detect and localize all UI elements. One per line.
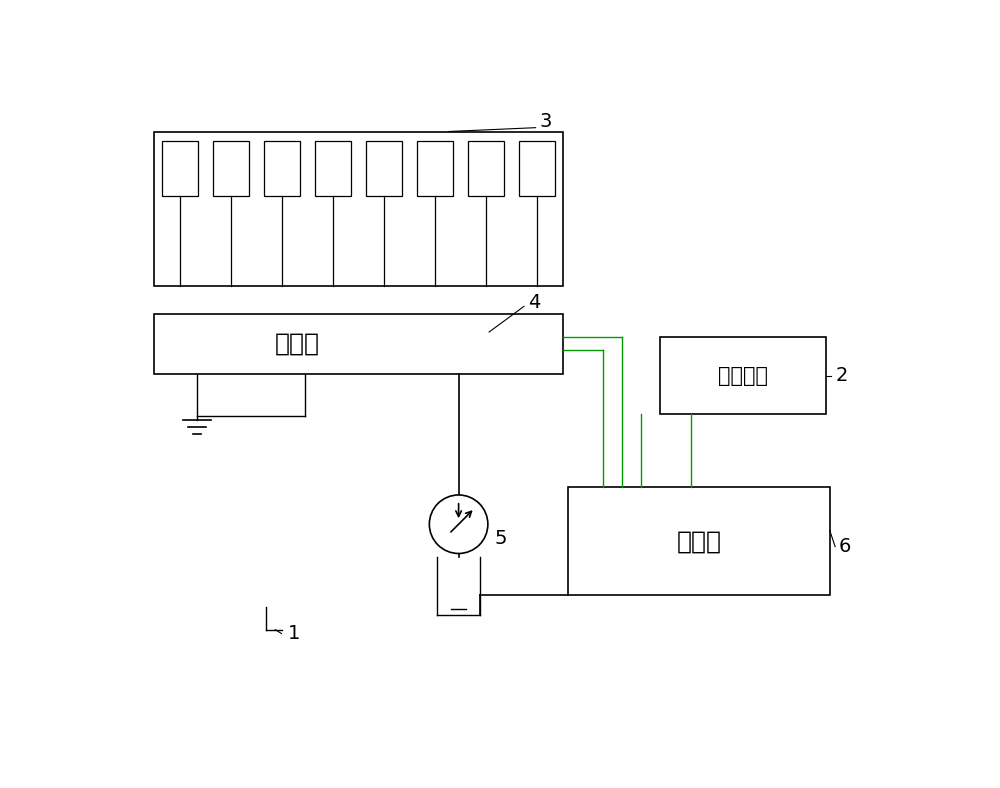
Circle shape: [429, 495, 488, 553]
Bar: [154, 132, 563, 285]
Bar: [468, 141, 504, 196]
Text: 5: 5: [494, 530, 507, 548]
Text: 2: 2: [835, 366, 848, 385]
Bar: [366, 141, 402, 196]
Bar: [154, 314, 563, 374]
Bar: [315, 141, 351, 196]
Bar: [213, 141, 249, 196]
Text: 3: 3: [539, 112, 552, 131]
Bar: [660, 337, 826, 414]
Bar: [264, 141, 300, 196]
Text: 6: 6: [839, 537, 851, 556]
Text: 多路阀: 多路阀: [275, 332, 320, 356]
Text: 4: 4: [528, 293, 540, 312]
Bar: [568, 487, 830, 595]
Text: 操纵装置: 操纵装置: [718, 366, 768, 385]
Bar: [519, 141, 555, 196]
Bar: [417, 141, 453, 196]
Text: 1: 1: [288, 624, 300, 643]
Text: 控制器: 控制器: [676, 530, 721, 553]
Bar: [162, 141, 198, 196]
